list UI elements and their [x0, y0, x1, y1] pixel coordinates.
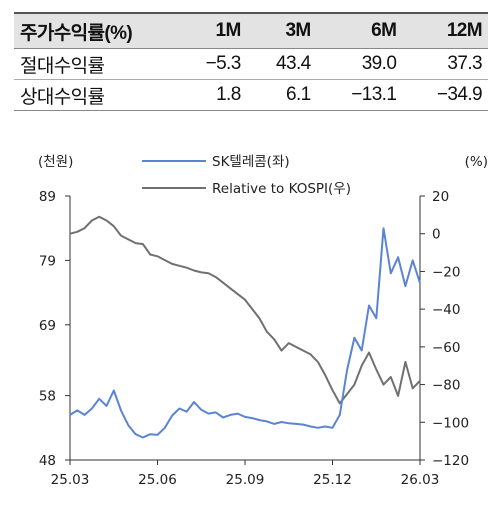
- right-tick-label: 0: [432, 227, 441, 243]
- table-cell: 39.0: [316, 48, 403, 80]
- table-header-1m: 1M: [176, 12, 247, 49]
- right-tick-label: −60: [432, 340, 461, 356]
- table-cell: 43.4: [246, 48, 317, 80]
- row-label: 절대수익률: [14, 48, 176, 80]
- table-row-absolute: 절대수익률 −5.3 43.4 39.0 37.3: [14, 48, 488, 80]
- x-tick-label: 25.03: [51, 472, 90, 488]
- left-tick-label: 89: [39, 189, 56, 205]
- returns-table: 주가수익률(%) 1M 3M 6M 12M 절대수익률 −5.3 43.4 39…: [14, 12, 488, 111]
- table-cell: −34.9: [402, 79, 488, 111]
- right-tick-label: 20: [432, 189, 449, 205]
- price-chart: (천원) (%) SK텔레콤(좌) Relative to KOSPI(우) 8…: [38, 154, 488, 488]
- series-line-sk: [69, 227, 421, 439]
- left-tick-label: 58: [39, 389, 56, 405]
- legend-label-relative: Relative to KOSPI(우): [212, 181, 351, 197]
- x-tick-label: 25.06: [138, 472, 177, 488]
- table-header-6m: 6M: [316, 12, 403, 49]
- table-cell: 6.1: [246, 79, 317, 111]
- left-tick-label: 48: [39, 453, 56, 469]
- left-tick-label: 79: [39, 253, 56, 269]
- table-header-3m: 3M: [246, 12, 317, 49]
- legend-label-sk: SK텔레콤(좌): [212, 154, 290, 170]
- right-unit-label: (%): [465, 154, 488, 170]
- table-header-row: 주가수익률(%) 1M 3M 6M 12M: [14, 12, 488, 49]
- right-tick-label: −80: [432, 378, 461, 394]
- table-header-12m: 12M: [402, 12, 488, 49]
- x-tick-label: 26.03: [401, 472, 440, 488]
- series-line-relative: [69, 215, 421, 405]
- right-tick-label: −120: [432, 453, 469, 469]
- row-label: 상대수익률: [14, 79, 176, 111]
- table-header-label: 주가수익률(%): [14, 12, 176, 49]
- table-cell: 1.8: [176, 79, 247, 111]
- right-tick-label: −100: [432, 415, 469, 431]
- right-tick-label: −20: [432, 264, 461, 280]
- table-cell: −5.3: [176, 48, 247, 80]
- table-cell: −13.1: [316, 79, 403, 111]
- table-cell: 37.3: [402, 48, 488, 80]
- right-tick-label: −40: [432, 302, 461, 318]
- left-unit-label: (천원): [38, 154, 73, 170]
- x-tick-label: 25.12: [313, 472, 352, 488]
- x-tick-label: 25.09: [226, 472, 265, 488]
- left-tick-label: 69: [39, 318, 56, 334]
- table-row-relative: 상대수익률 1.8 6.1 −13.1 −34.9: [14, 79, 488, 111]
